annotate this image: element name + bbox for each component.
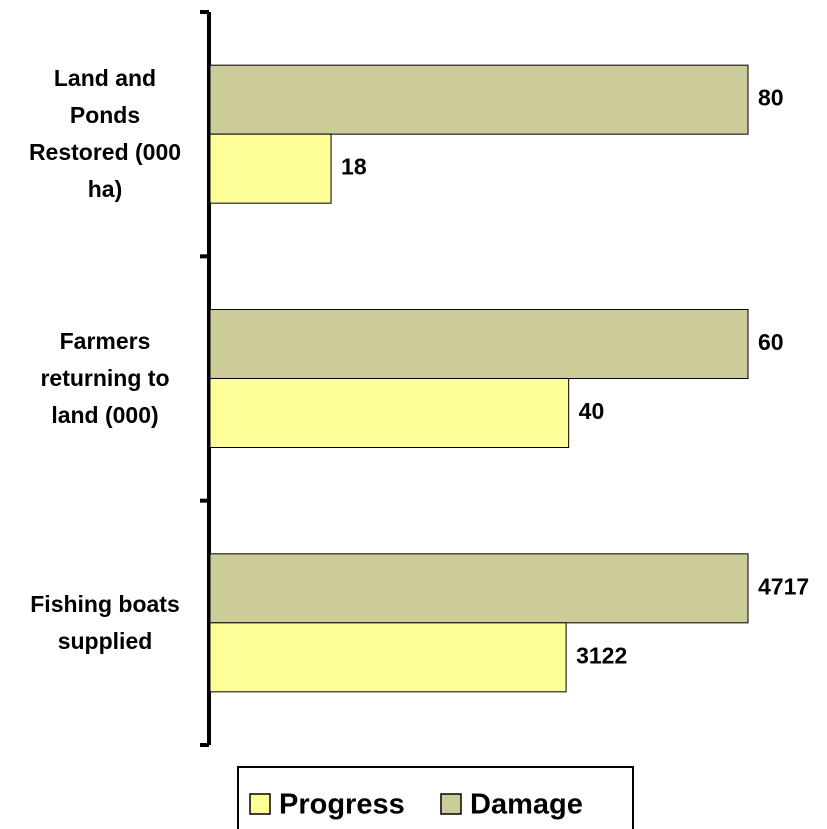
legend-label: Damage [470, 789, 583, 821]
bar [209, 309, 749, 379]
category-label: Farmers returning to land (000) [40, 327, 170, 428]
legend-swatch [440, 793, 462, 815]
category-label: Land and Ponds Restored (000 ha) [28, 65, 182, 203]
bar [209, 553, 749, 624]
value-label: 3122 [576, 642, 627, 668]
bar [209, 64, 749, 135]
bar [209, 133, 332, 204]
bar [209, 378, 570, 448]
legend-box [237, 766, 634, 829]
value-label: 60 [758, 329, 784, 355]
value-label: 80 [758, 85, 784, 111]
value-label: 40 [579, 398, 605, 424]
value-label: 18 [341, 154, 367, 180]
value-label: 4717 [758, 573, 809, 599]
legend-swatch [249, 793, 271, 815]
legend-label: Progress [279, 789, 405, 821]
category-label: Fishing boats supplied [30, 590, 180, 654]
bar [209, 622, 567, 693]
